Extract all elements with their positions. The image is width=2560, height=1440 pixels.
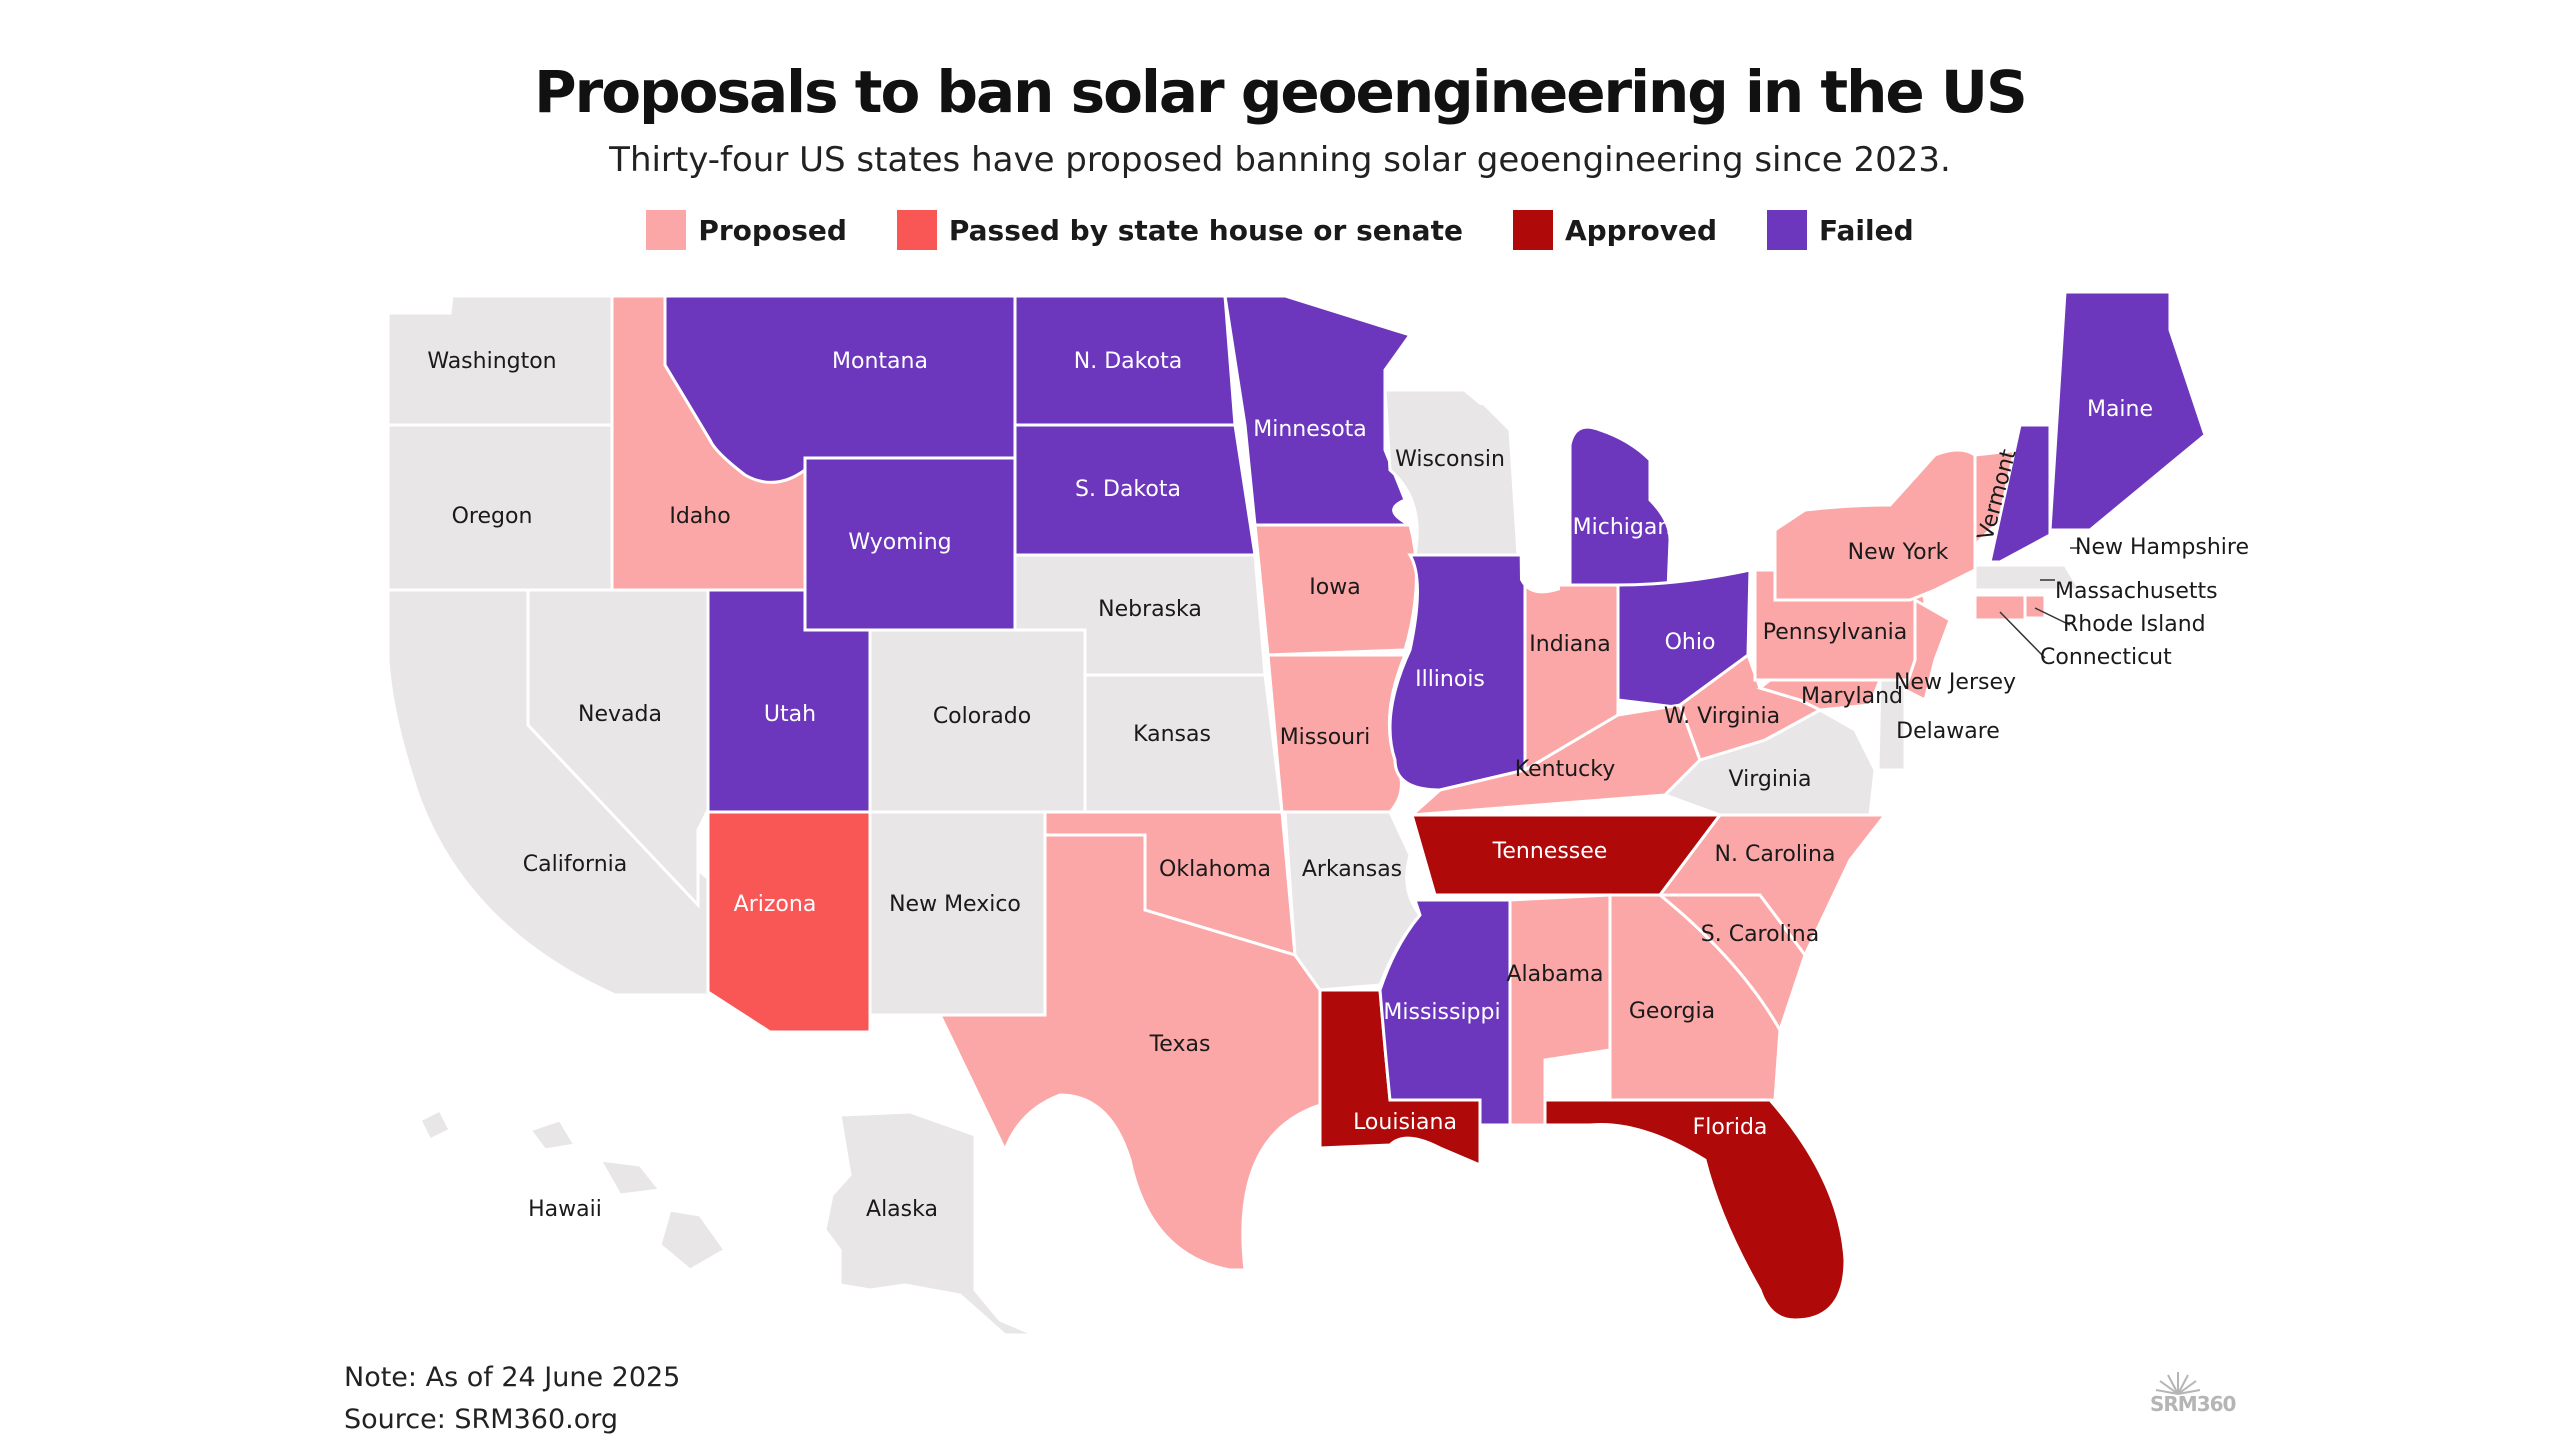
legend-swatch-approved [1512, 210, 1553, 250]
state-label-ohio: Ohio [1665, 630, 1716, 655]
state-label-s-carolina: S. Carolina [1701, 922, 1819, 947]
state-label-connecticut: Connecticut [2040, 645, 2172, 670]
state-label-illinois: Illinois [1415, 667, 1485, 692]
state-label-wisconsin: Wisconsin [1395, 447, 1505, 472]
leader-line-2 [2034, 607, 2071, 626]
state-new-york [1773, 448, 1977, 602]
state-label-maine: Maine [2087, 397, 2153, 422]
state-connecticut [1973, 593, 2027, 622]
state-label-arkansas: Arkansas [1302, 857, 1402, 882]
state-n-carolina [1657, 813, 1889, 958]
legend: Proposed Passed by state house or senate… [0, 210, 2560, 250]
state-label-new-mexico: New Mexico [889, 892, 1021, 917]
state-label-michigan: Michigan [1573, 515, 1672, 540]
state-label-colorado: Colorado [933, 704, 1031, 729]
state-label-alabama: Alabama [1506, 962, 1603, 987]
state-alaska [823, 1110, 1036, 1337]
lake-shape-0 [1510, 405, 1615, 594]
legend-label-passed: Passed by state house or senate [948, 213, 1463, 247]
state-label-virginia: Virginia [1729, 767, 1812, 792]
state-label-new-york: New York [1848, 540, 1949, 565]
state-wisconsin [1383, 388, 1520, 557]
legend-label-proposed: Proposed [698, 213, 847, 247]
state-label-rhode-island: Rhode Island [2063, 612, 2206, 637]
state-label-california: California [523, 852, 627, 877]
legend-item-proposed: Proposed [646, 210, 847, 250]
legend-swatch-failed [1767, 210, 1808, 250]
state-label-georgia: Georgia [1629, 999, 1715, 1024]
state-label-oklahoma: Oklahoma [1159, 857, 1271, 882]
state-california [386, 588, 712, 997]
state-label-n-carolina: N. Carolina [1715, 842, 1836, 867]
state-label-missouri: Missouri [1280, 725, 1371, 750]
state-label-minnesota: Minnesota [1253, 417, 1367, 442]
state-maine [2048, 290, 2207, 532]
logo-text: SRM360 [2150, 1392, 2236, 1416]
state-texas [937, 833, 1322, 1272]
state-label-maryland: Maryland [1801, 684, 1903, 709]
state-label-alaska: Alaska [866, 1197, 938, 1222]
state-hawaii [417, 1107, 728, 1272]
note-text: Note: As of 24 June 2025 [344, 1362, 681, 1393]
state-label-montana: Montana [832, 349, 928, 374]
state-label-indiana: Indiana [1529, 632, 1610, 657]
state-mississippi [1378, 898, 1512, 1127]
state-label-arizona: Arizona [734, 892, 817, 917]
state-minnesota [1223, 294, 1413, 527]
state-label-texas: Texas [1149, 1032, 1211, 1057]
state-label-nebraska: Nebraska [1098, 597, 1202, 622]
legend-item-failed: Failed [1767, 210, 1914, 250]
leader-line-3 [1999, 611, 2046, 659]
state-label-utah: Utah [764, 702, 816, 727]
state-label-delaware: Delaware [1896, 719, 2000, 744]
state-label-wyoming: Wyoming [848, 530, 951, 555]
state-massachusetts [1973, 563, 2083, 592]
state-label-s-dakota: S. Dakota [1075, 477, 1181, 502]
state-illinois [1388, 553, 1527, 792]
legend-label-approved: Approved [1564, 213, 1718, 247]
state-alabama [1508, 893, 1612, 1127]
state-label-hawaii: Hawaii [528, 1197, 602, 1222]
state-label-idaho: Idaho [669, 504, 730, 529]
legend-swatch-proposed [646, 210, 687, 250]
state-label-oregon: Oregon [452, 504, 533, 529]
legend-item-passed: Passed by state house or senate [896, 210, 1463, 250]
state-label-kentucky: Kentucky [1515, 757, 1615, 782]
state-new-hampshire [1988, 423, 2052, 564]
state-label-pennsylvania: Pennsylvania [1763, 620, 1908, 645]
state-label-iowa: Iowa [1309, 575, 1360, 600]
state-new-jersey [1903, 597, 1952, 703]
state-label-florida: Florida [1693, 1115, 1768, 1140]
state-label-mississippi: Mississippi [1383, 1000, 1500, 1025]
lake-shape-1 [1462, 390, 1615, 405]
state-label-kansas: Kansas [1133, 722, 1211, 747]
legend-swatch-passed [896, 210, 937, 250]
sunburst-icon [2155, 1372, 2201, 1395]
state-arizona [706, 810, 872, 1034]
chart-title: Proposals to ban solar geoengineering in… [534, 58, 2028, 126]
state-s-carolina [1655, 893, 1807, 1034]
chart-subtitle: Thirty-four US states have proposed bann… [609, 140, 1951, 180]
state-label-nevada: Nevada [578, 702, 662, 727]
state-florida [1543, 1098, 1847, 1322]
state-label-washington: Washington [427, 349, 556, 374]
state-label-louisiana: Louisiana [1353, 1110, 1457, 1135]
legend-item-approved: Approved [1512, 210, 1718, 250]
legend-label-failed: Failed [1819, 213, 1914, 247]
state-label-tennessee: Tennessee [1492, 839, 1608, 864]
state-label-n-dakota: N. Dakota [1074, 349, 1182, 374]
state-iowa [1253, 523, 1418, 657]
state-label-massachusetts: Massachusetts [2055, 579, 2218, 604]
state-rhode-island [2023, 593, 2047, 620]
state-label-w-virginia: W. Virginia [1664, 704, 1780, 729]
state-label-new-hampshire: New Hampshire [2075, 535, 2249, 560]
state-label-new-jersey: New Jersey [1894, 670, 2016, 695]
state-michigan [1568, 425, 1672, 592]
source-text: Source: SRM360.org [344, 1404, 619, 1435]
srm360-logo: SRM360 [2150, 1368, 2250, 1416]
